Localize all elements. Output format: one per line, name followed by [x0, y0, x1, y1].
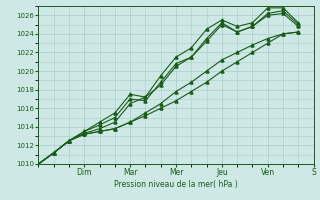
X-axis label: Pression niveau de la mer( hPa ): Pression niveau de la mer( hPa ) [114, 180, 238, 189]
